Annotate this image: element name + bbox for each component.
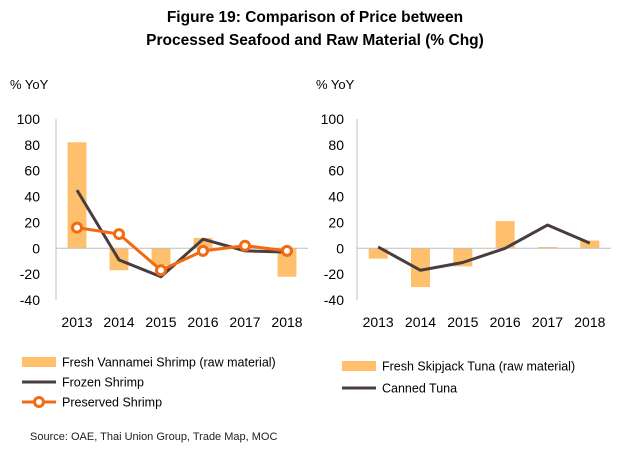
y-tick-label: 100 (321, 111, 345, 127)
data-point (239, 239, 251, 252)
source-note: Source: OAE, Thai Union Group, Trade Map… (30, 431, 278, 443)
legend-label: Frozen Shrimp (62, 376, 144, 390)
y-tick-label: 100 (17, 111, 41, 127)
data-point (71, 221, 83, 234)
data-point (281, 244, 293, 257)
bar (410, 248, 431, 288)
data-point (155, 264, 167, 277)
legend-label: Preserved Shrimp (62, 396, 162, 410)
x-tick-label: 2013 (61, 314, 92, 330)
bar (151, 248, 171, 266)
bar (277, 248, 297, 277)
x-tick-label: 2018 (271, 314, 302, 330)
x-tick-label: 2015 (145, 314, 176, 330)
series-line (76, 226, 288, 272)
x-tick-label: 2015 (447, 314, 478, 330)
x-tick-label: 2016 (490, 314, 521, 330)
y-tick-label: -40 (20, 292, 40, 308)
y-tick-label: 0 (32, 240, 40, 256)
bar (193, 237, 213, 249)
y-tick-label: 60 (328, 163, 344, 179)
y-tick-label: 40 (24, 189, 40, 205)
bar (495, 221, 515, 249)
y-axis-label: % YoY (10, 77, 49, 92)
legend-label: Fresh Vannamei Shrimp (raw material) (62, 356, 276, 370)
legend-swatch-bar (22, 357, 56, 367)
data-point (197, 244, 209, 257)
x-tick-label: 2014 (405, 314, 436, 330)
y-tick-label: -20 (324, 266, 344, 282)
y-axis-label: % YoY (316, 77, 355, 92)
chart-title-line-2: Processed Seafood and Raw Material (% Ch… (146, 32, 484, 49)
x-tick-label: 2018 (574, 314, 605, 330)
x-tick-label: 2017 (532, 314, 563, 330)
y-tick-label: -40 (324, 292, 344, 308)
legend-label: Canned Tuna (382, 382, 457, 396)
x-tick-label: 2014 (103, 314, 134, 330)
y-tick-label: 80 (24, 137, 40, 153)
series-line (377, 223, 591, 272)
x-tick-label: 2013 (363, 314, 394, 330)
y-tick-label: 40 (328, 189, 344, 205)
legend-label: Fresh Skipjack Tuna (raw material) (382, 360, 575, 374)
bar (537, 246, 558, 249)
x-tick-label: 2017 (229, 314, 260, 330)
y-tick-label: 20 (328, 214, 344, 230)
y-tick-label: 0 (336, 240, 344, 256)
bar (67, 142, 87, 249)
y-tick-label: -20 (20, 266, 40, 282)
bar (580, 240, 600, 249)
bar (368, 248, 388, 259)
y-tick-label: 20 (24, 214, 40, 230)
y-tick-label: 60 (24, 163, 40, 179)
data-point (113, 228, 125, 241)
chart-title-line-1: Figure 19: Comparison of Price between (166, 9, 464, 26)
y-tick-label: 80 (328, 137, 344, 153)
legend-swatch-marker (33, 396, 45, 408)
legend-swatch-bar (342, 361, 376, 371)
x-tick-label: 2016 (187, 314, 218, 330)
series-line (75, 189, 288, 279)
